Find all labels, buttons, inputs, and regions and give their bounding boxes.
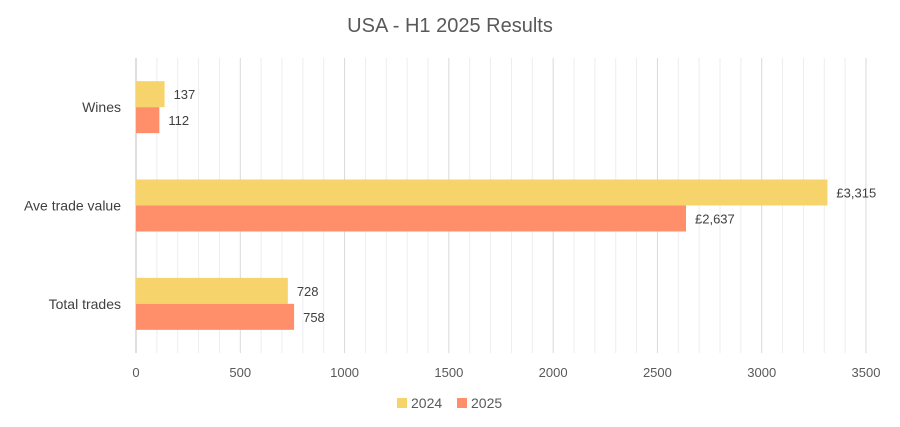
category-labels: Wines Ave trade value Total trades xyxy=(24,99,121,312)
data-labels: 137 112 £3,315 £2,637 728 758 xyxy=(168,87,876,325)
bar-2025 xyxy=(136,107,160,134)
bar-2025 xyxy=(136,205,687,232)
x-tick-label: 2000 xyxy=(539,365,568,380)
legend-swatch xyxy=(457,398,467,408)
bar-2024 xyxy=(136,277,288,304)
x-tick-label: 1000 xyxy=(330,365,359,380)
category-label: Ave trade value xyxy=(24,198,121,214)
data-label: £2,637 xyxy=(695,212,735,227)
bars xyxy=(136,81,828,330)
x-tick-label: 500 xyxy=(229,365,251,380)
chart-title: USA - H1 2025 Results xyxy=(347,15,553,37)
x-tick-label: 0 xyxy=(132,365,139,380)
category-label: Total trades xyxy=(49,296,121,312)
data-label: £3,315 xyxy=(836,186,876,201)
x-tick-label: 3500 xyxy=(852,365,881,380)
x-tick-labels: 0 500 1000 1500 2000 2500 3000 3500 xyxy=(132,365,880,380)
x-tick-label: 2500 xyxy=(643,365,672,380)
data-label: 137 xyxy=(174,87,196,102)
x-tick-label: 1500 xyxy=(434,365,463,380)
bar-2025 xyxy=(136,303,295,330)
legend-label: 2024 xyxy=(411,395,442,411)
bar-2024 xyxy=(136,179,828,206)
data-label: 112 xyxy=(168,113,189,128)
bar-2024 xyxy=(136,81,165,108)
data-label: 728 xyxy=(297,284,319,299)
legend-label: 2025 xyxy=(471,395,502,411)
x-tick-label: 3000 xyxy=(747,365,776,380)
legend: 2024 2025 xyxy=(397,395,502,411)
data-label: 758 xyxy=(303,310,325,325)
category-label: Wines xyxy=(82,99,121,115)
legend-swatch xyxy=(397,398,407,408)
